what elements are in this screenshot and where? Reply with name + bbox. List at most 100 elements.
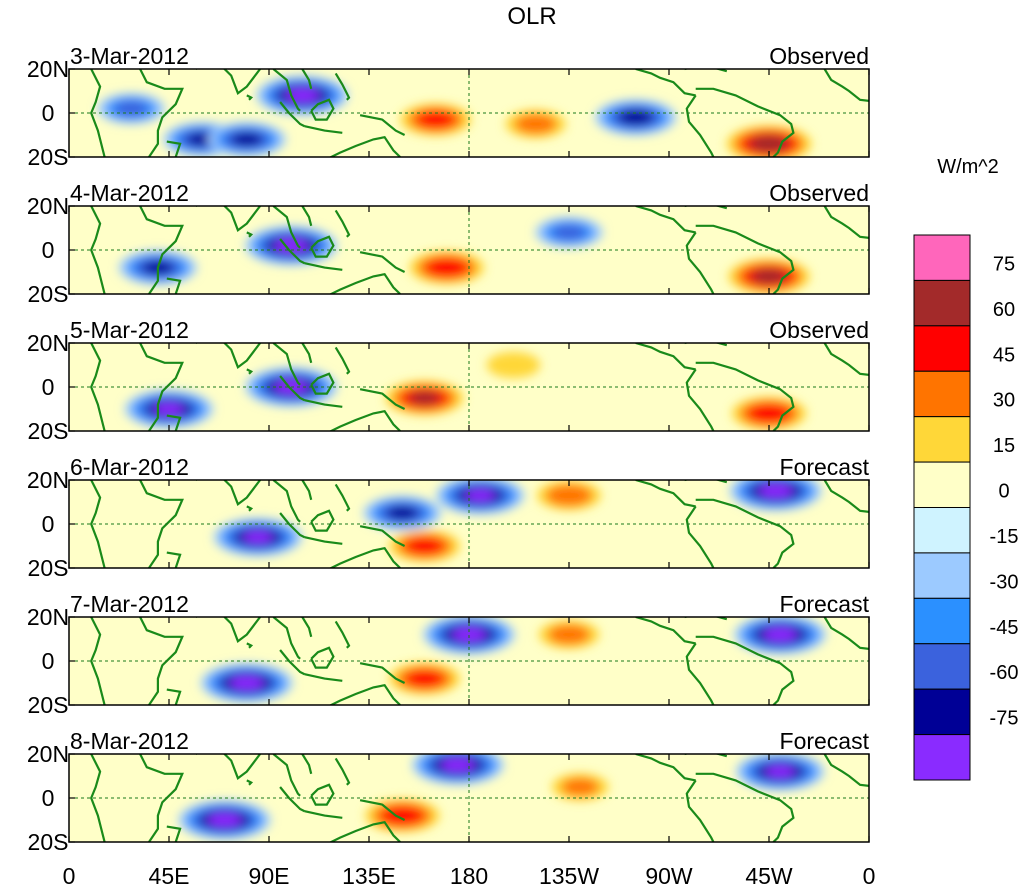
y-tick-label: 0 [42,100,55,126]
panel-kind-label: Forecast [780,454,870,480]
anomaly-contour [763,627,798,642]
anomaly-contour [452,627,486,642]
coastline [685,505,715,568]
coastline [272,69,301,112]
coastline [310,646,335,669]
coastline [90,69,106,157]
panel-date-label: 6-Mar-2012 [70,454,189,480]
panel-date-label: 4-Mar-2012 [70,180,189,206]
coastline [635,343,696,371]
coastline [328,409,401,431]
coastline [90,206,106,294]
coastline [359,799,406,821]
panel-kind-label: Observed [769,317,869,343]
coastlines [90,617,869,705]
y-tick-label: 20N [27,604,69,630]
colorbar-label: 45 [993,344,1015,366]
colorbar-units-label: W/m^2 [937,156,999,178]
coastline [139,69,184,157]
coastline [195,617,261,643]
x-tick-label: 0 [63,863,76,887]
panel: 20N 0 20S 6-Mar-2012 Forecast [27,454,870,581]
colorbar-swatch [913,507,971,554]
coastline [304,673,343,682]
y-tick-label: 20S [28,555,69,581]
coastline [166,414,182,431]
coastline [90,617,106,705]
panel-date-label: 3-Mar-2012 [70,43,189,69]
y-tick-label: 0 [42,511,55,537]
coastline [635,480,696,508]
anomaly-contour [405,669,444,688]
coastline [279,375,306,402]
colorbar-swatch [913,643,971,690]
anomaly-field [178,754,825,840]
y-tick-label: 20N [27,56,69,82]
coastline [695,498,795,568]
anomaly-contour [751,268,787,285]
coastline [304,810,343,819]
y-tick-label: 20N [27,193,69,219]
colorbar-swatch [913,416,971,463]
coastline [310,235,335,258]
coastline [635,206,696,234]
coastline [695,772,795,842]
coastline [328,820,401,842]
coastline [195,480,261,506]
coastline [310,509,335,532]
anomaly-contour [765,765,795,778]
colorbar-swatch [913,597,971,645]
anomaly-contour [386,506,418,520]
anomaly-contour [243,530,273,544]
coastline [272,206,301,249]
coastline [635,754,696,782]
coastline [139,343,184,431]
coastline [246,505,254,512]
colorbar-label: -30 [990,571,1019,593]
x-tick-label: 90W [645,863,693,887]
anomaly-contour [514,114,557,134]
x-tick-label: 135E [342,863,396,887]
coastline [695,87,795,157]
coastline [823,343,869,377]
coastline [359,388,406,410]
anomaly-contour [231,132,263,147]
colorbar-label: -15 [990,526,1019,548]
colorbar-swatch [913,461,971,509]
coastline [685,779,715,842]
coastline [139,754,184,842]
coastline [359,662,406,684]
colorbar-label: -45 [990,617,1019,639]
coastline [90,480,106,568]
coastlines [90,206,869,294]
coastline [823,206,869,240]
y-tick-label: 0 [42,785,55,811]
coastline [695,224,795,294]
coastline [139,480,184,568]
coastline [823,69,869,103]
coastline [310,372,335,395]
anomaly-contour [405,537,444,555]
coastline [195,206,261,232]
coastline [301,754,313,775]
coastline [246,94,254,101]
x-tick-label: 180 [450,863,488,887]
coastline [279,512,306,539]
coastline [195,343,261,369]
anomaly-contour [408,391,441,405]
coastlines [90,754,869,842]
coastline [328,546,401,568]
coastline [272,617,301,660]
panel: 20N 0 20S 3-Mar-2012 Observed [27,43,870,170]
panel: 20N 0 20S 7-Mar-2012 Forecast [27,591,870,718]
anomaly-field [213,480,822,562]
colorbar-label: -60 [990,662,1019,684]
x-tick-label: 135W [539,863,599,887]
x-tick-label: 0 [863,863,876,887]
anomaly-contour [547,624,591,645]
y-tick-label: 0 [42,648,55,674]
y-tick-label: 20N [27,741,69,767]
coastline [635,69,696,97]
anomaly-contour [617,109,654,126]
anomaly-field [200,617,827,703]
